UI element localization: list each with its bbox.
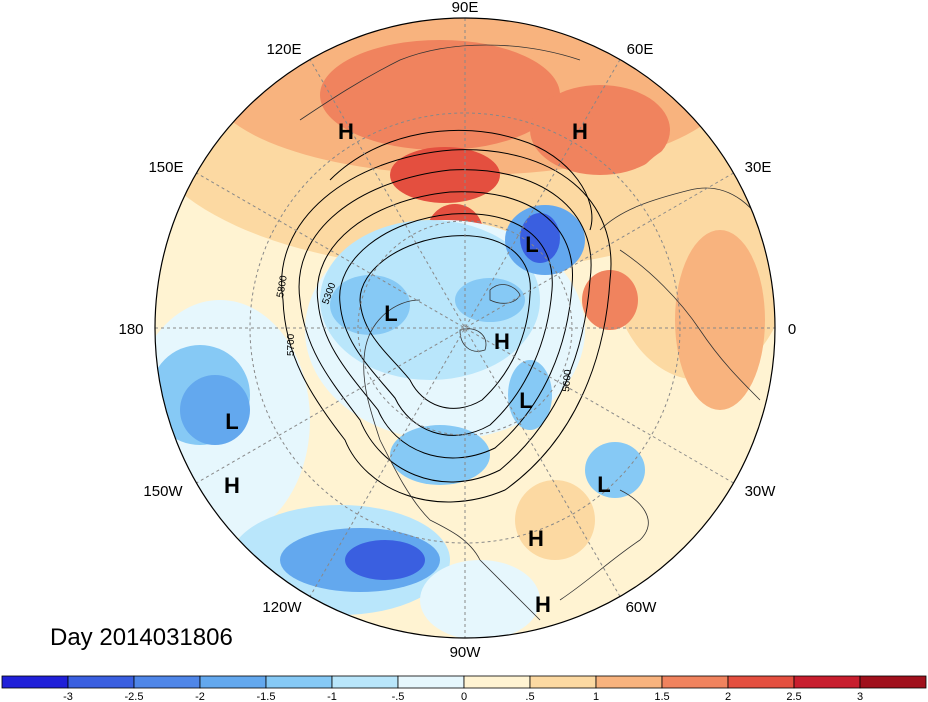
contour-label-5800: 5800 [275,274,290,298]
colorbar-swatch [133,675,201,689]
colorbar-tick-label: 3 [857,691,863,702]
pressure-center-l: L [519,388,532,413]
lon-label-120w: 120W [262,599,302,616]
colorbar-tick-label: -.5 [392,691,405,702]
colorbar-swatch [331,675,399,689]
pressure-center-h: H [535,592,551,617]
coastlines [299,44,771,621]
colorbar-tick-label: 0 [461,691,467,702]
pressure-center-h: H [494,329,510,354]
pressure-center-h: H [224,473,240,498]
lon-label-60w: 60W [626,599,658,616]
colorbar-swatch [859,675,927,689]
map-boundary [154,17,776,639]
contour-label-5600: 5600 [561,369,574,393]
pressure-center-h: H [528,526,544,551]
lon-label-30w: 30W [745,483,777,500]
colorbar-tick-label: 2.5 [786,691,801,702]
colorbar: -3 -2.5 -2 -1.5 -1 -.5 0 .5 1 1.5 2 2.5 3 [1,675,927,702]
colorbar-swatch [727,675,795,689]
colorbar-swatch [463,675,531,689]
pressure-center-l: L [225,409,238,434]
contour-label-5700: 5700 [286,333,297,356]
colorbar-tick-label: -1.5 [257,691,276,702]
pressure-center-l: L [525,232,538,257]
lon-label-180: 180 [118,321,143,338]
lon-label-90e: 90E [452,0,479,16]
pressure-center-l: L [384,301,397,326]
height-contours [281,129,612,503]
lon-label-30e: 30E [745,159,772,176]
lon-label-60e: 60E [627,41,654,58]
lon-label-150w: 150W [143,483,183,500]
lon-label-0: 0 [788,321,796,338]
lon-label-150e: 150E [148,159,183,176]
longitude-labels: 90E 60E 30E 0 30W 60W 90W 120W 150W 180 … [118,0,796,661]
colorbar-swatch [595,675,663,689]
pressure-center-h: H [338,119,354,144]
colorbar-swatch [199,675,267,689]
colorbar-swatch [265,675,333,689]
colorbar-swatch [529,675,597,689]
colorbar-tick-label: -2 [195,691,205,702]
map-title: Day 2014031806 [50,624,233,651]
colorbar-tick-label: 1.5 [654,691,669,702]
colorbar-tick-label: -2.5 [125,691,144,702]
pressure-center-l: L [597,472,610,497]
graticule [155,18,775,638]
colorbar-tick-label: -1 [327,691,337,702]
colorbar-swatch [397,675,465,689]
colorbar-tick-label: .5 [525,691,534,702]
colorbar-swatch [1,675,69,689]
pressure-centers: H H L L H L L H L H H [224,119,611,617]
pressure-center-h: H [572,119,588,144]
colorbar-swatch [793,675,861,689]
colorbar-swatch [661,675,729,689]
colorbar-tick-label: -3 [63,691,73,702]
colorbar-swatch [67,675,135,689]
colorbar-tick-label: 1 [593,691,599,702]
lon-label-120e: 120E [266,41,301,58]
lon-label-90w: 90W [450,644,482,661]
colorbar-tick-label: 2 [725,691,731,702]
